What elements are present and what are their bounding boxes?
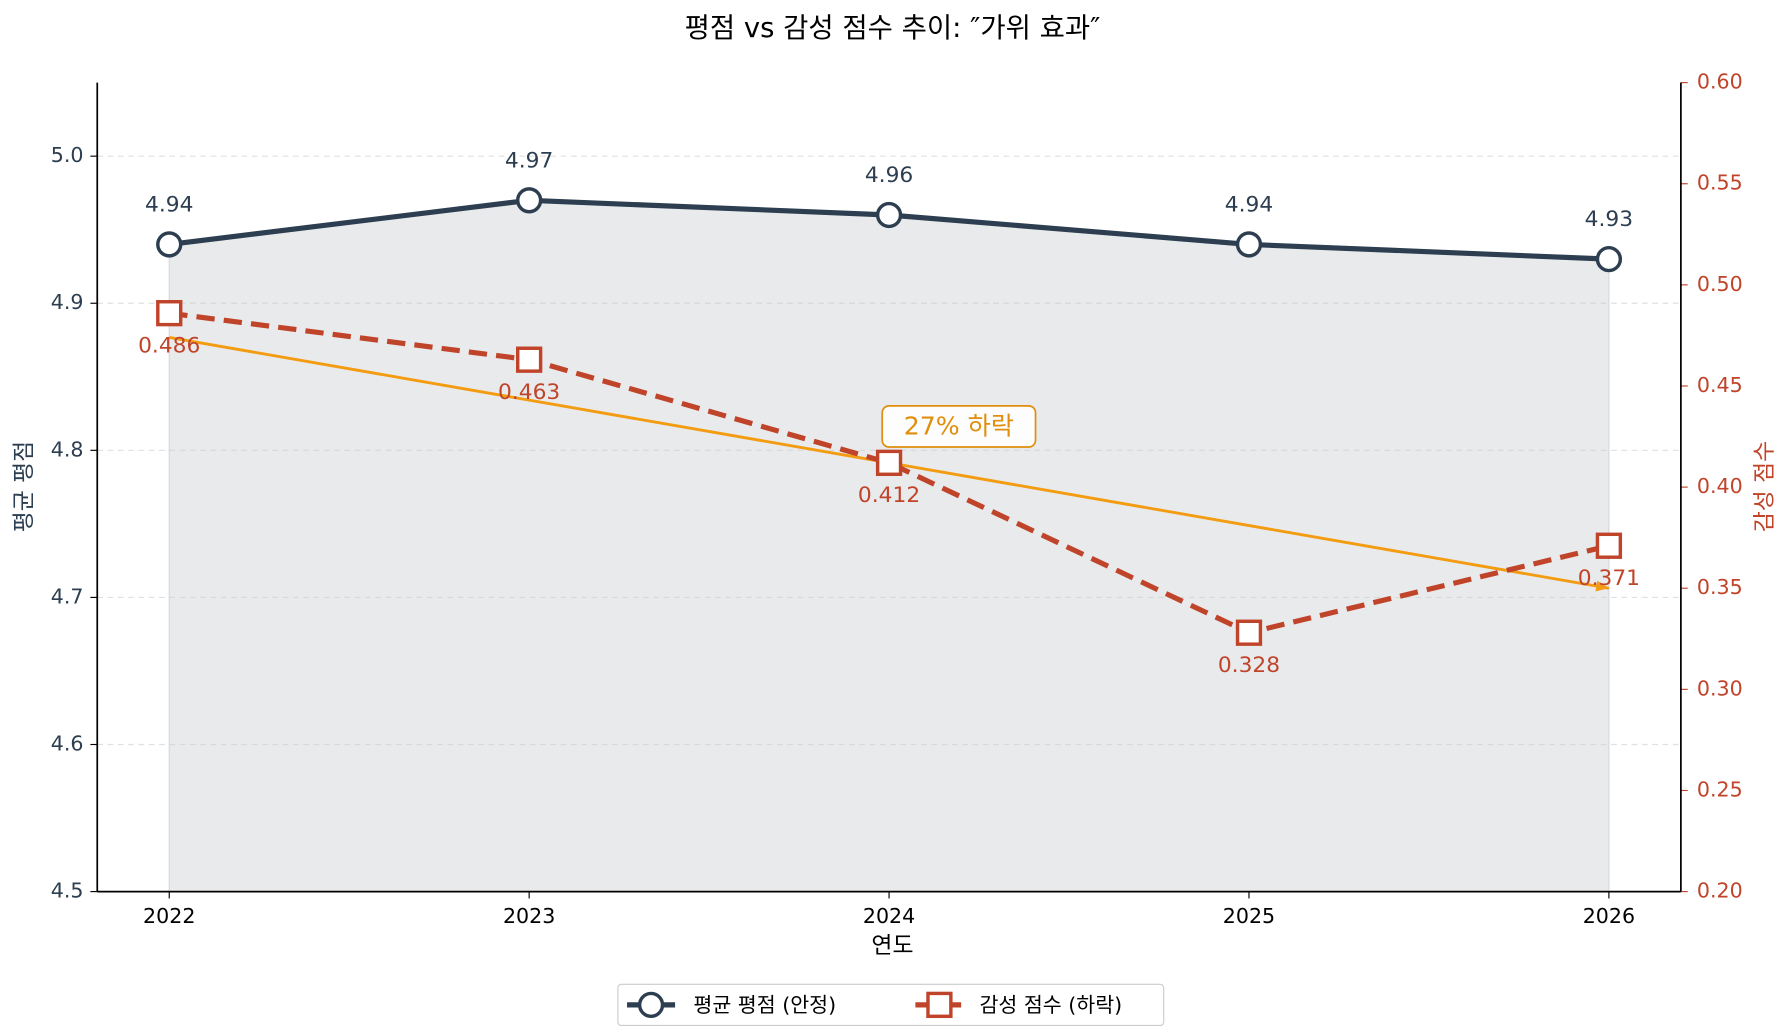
x-axis-label: 연도 (871, 933, 913, 959)
y-tick-label: 4.9 (51, 290, 84, 314)
y-tick-label: 4.5 (51, 879, 84, 903)
legend-label: 감성 점수 (하락) (979, 993, 1122, 1017)
y2-tick-label: 0.60 (1697, 70, 1743, 94)
data-label: 0.463 (498, 380, 560, 405)
chart-title: 평점 vs 감성 점수 추이: ″가위 효과″ (685, 13, 1101, 44)
y2-tick-label: 0.40 (1697, 474, 1743, 498)
marker (515, 346, 543, 373)
data-label: 4.94 (145, 193, 193, 218)
marker (515, 187, 543, 214)
marker (156, 231, 183, 258)
y-tick-label: 4.7 (51, 584, 84, 608)
y2-tick-label: 0.35 (1697, 575, 1743, 599)
legend-marker (637, 991, 665, 1019)
x-tick-label: 2023 (503, 904, 555, 928)
data-label: 4.97 (505, 148, 553, 173)
y2-tick-label: 0.45 (1697, 373, 1743, 397)
y2-tick-label: 0.30 (1697, 676, 1743, 700)
x-tick-label: 2024 (863, 904, 915, 928)
marker (1235, 619, 1263, 646)
x-tick-label: 2026 (1583, 904, 1635, 928)
data-label: 4.96 (865, 163, 913, 188)
x-tick-label: 2022 (143, 904, 195, 928)
marker (1595, 245, 1623, 273)
y2-tick-label: 0.20 (1697, 879, 1743, 903)
marker (1235, 231, 1263, 258)
data-label: 0.371 (1578, 566, 1640, 591)
y-tick-label: 4.8 (51, 437, 84, 461)
y-tick-label: 5.0 (51, 143, 84, 167)
y-tick-label: 4.6 (51, 732, 84, 756)
legend-box (617, 983, 1165, 1027)
y-axis-label: 평균 평점 (12, 441, 38, 532)
y2-tick-label: 0.25 (1697, 777, 1743, 801)
data-label: 0.412 (858, 483, 920, 508)
y2-tick-label: 0.50 (1697, 272, 1743, 296)
x-tick-label: 2025 (1223, 904, 1275, 928)
annotation-box (881, 404, 1037, 448)
data-label: 4.94 (1225, 193, 1273, 218)
marker (156, 300, 183, 327)
marker (1595, 532, 1623, 559)
data-label: 0.486 (138, 333, 200, 358)
y2-axis-label: 감성 점수 (1752, 441, 1778, 532)
legend-marker (926, 991, 953, 1019)
y2-tick-label: 0.55 (1697, 171, 1743, 195)
marker (875, 449, 903, 476)
data-label: 4.93 (1585, 207, 1633, 232)
trend-arrowhead (1595, 580, 1609, 592)
area-fill (168, 199, 1610, 893)
legend-label: 평균 평점 (안정) (693, 993, 836, 1017)
marker (875, 201, 903, 229)
annotation: 27% 하락 (904, 412, 1014, 441)
data-label: 0.328 (1218, 653, 1280, 678)
